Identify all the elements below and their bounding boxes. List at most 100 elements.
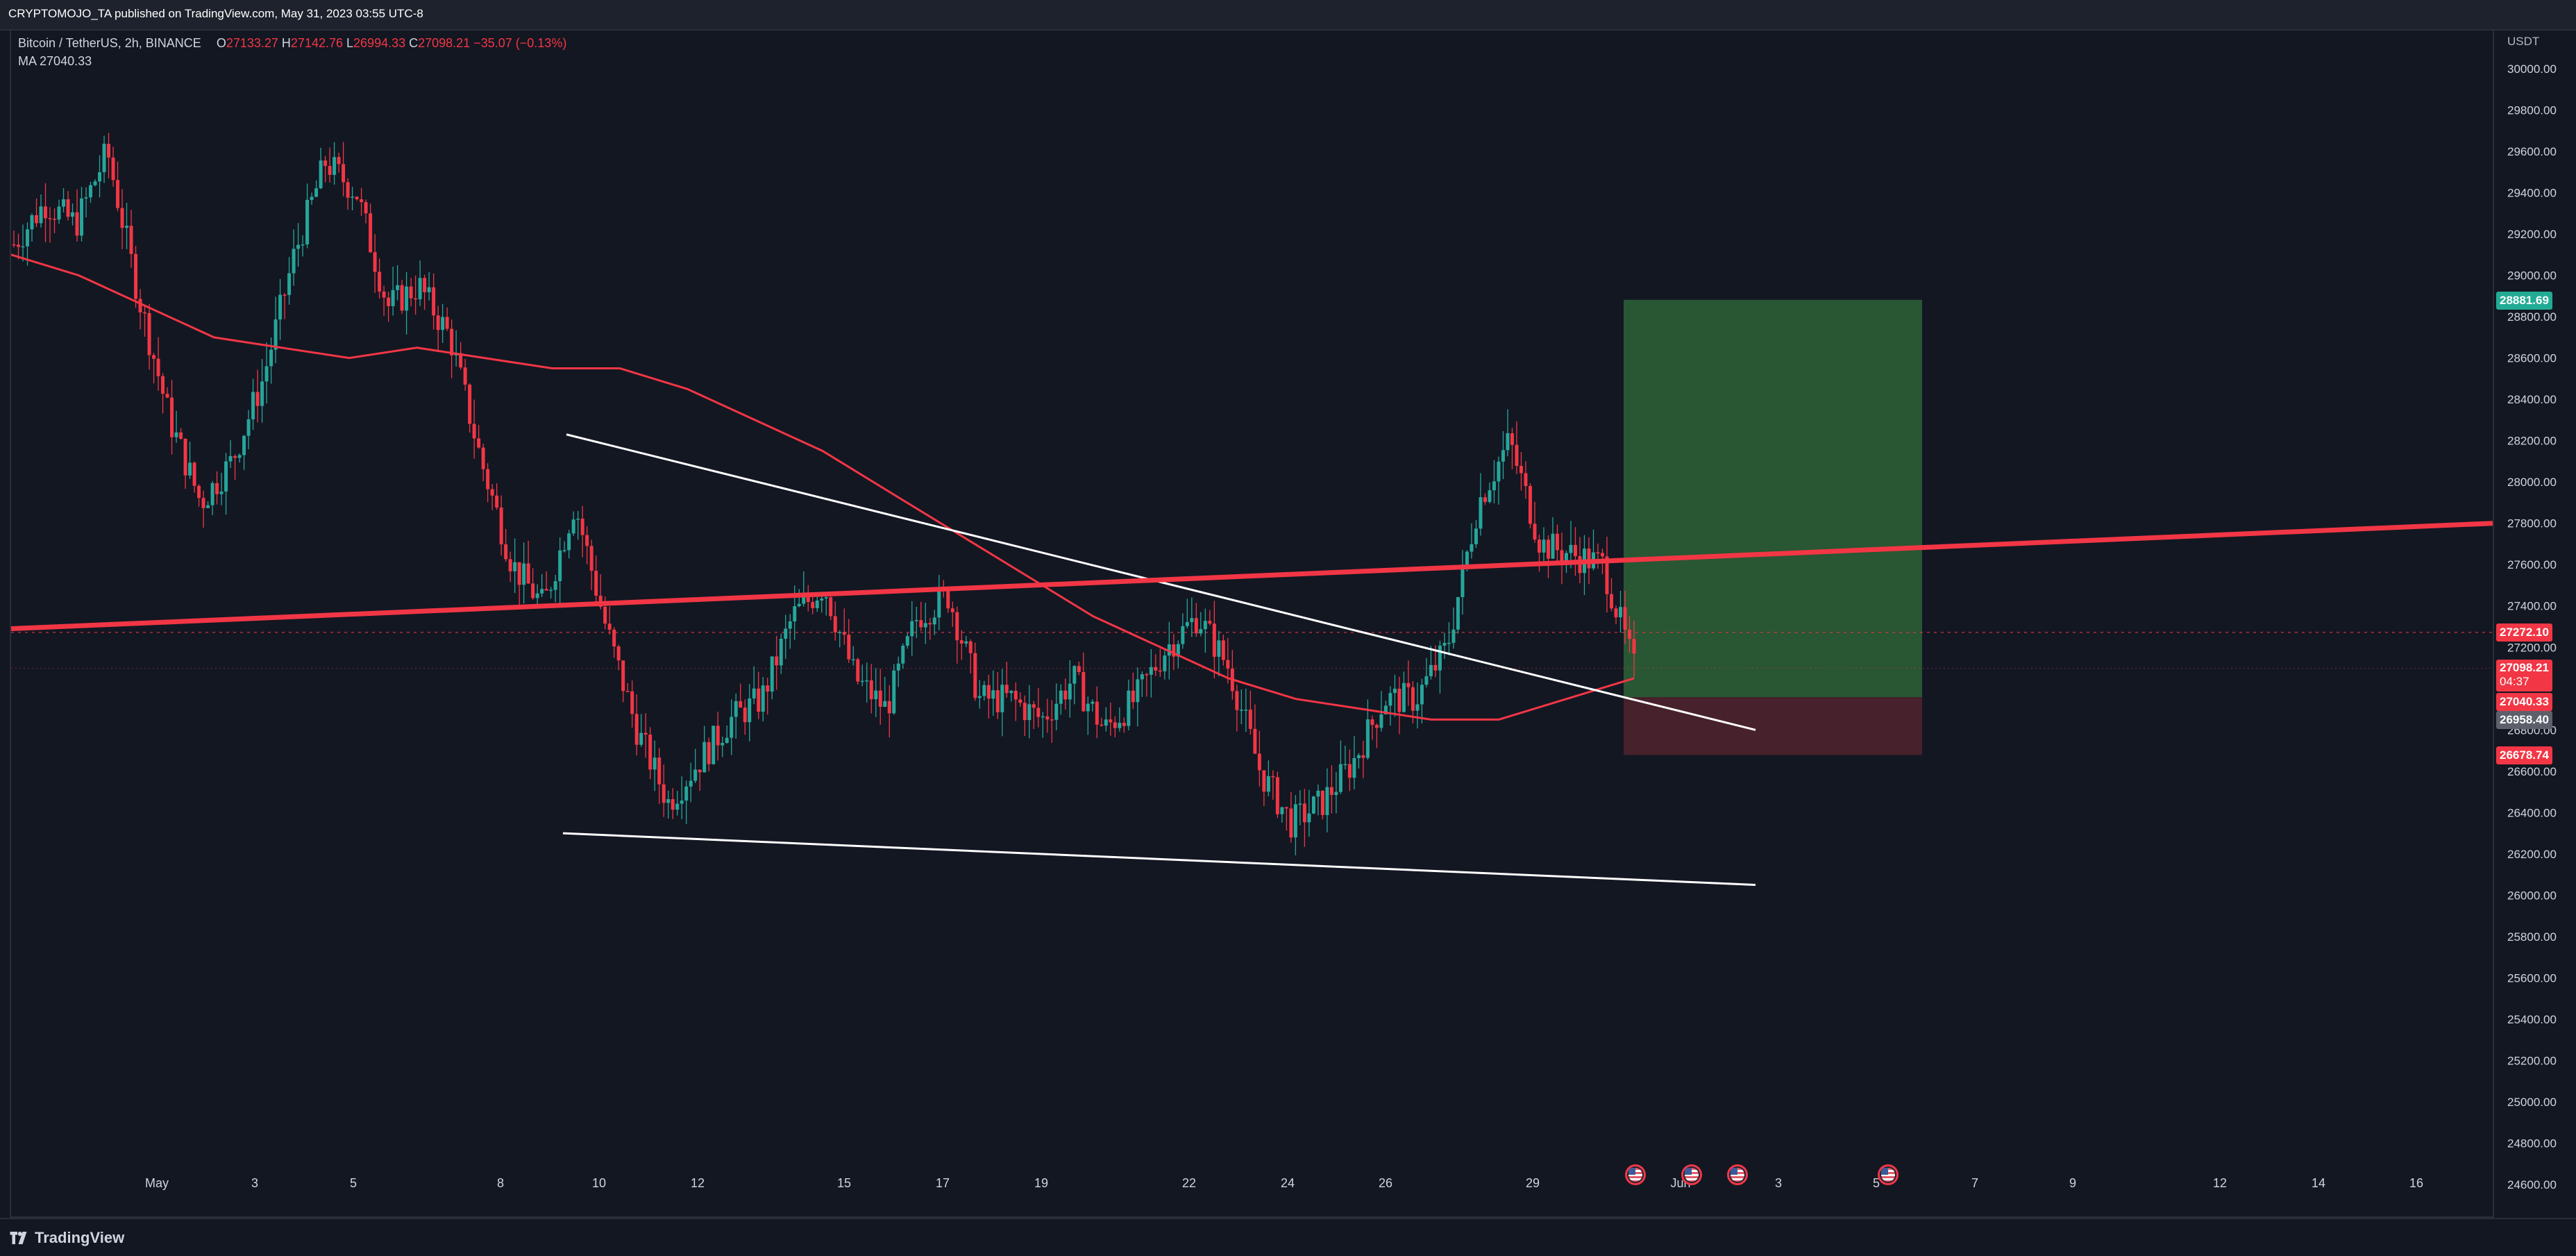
- candle-body: [689, 780, 693, 787]
- candle-body: [1320, 790, 1324, 815]
- candle-body: [1253, 728, 1257, 754]
- candle-body: [571, 519, 575, 534]
- candle-body: [743, 707, 747, 723]
- candle-body: [283, 294, 287, 296]
- candle-body: [391, 290, 395, 306]
- loss-zone: [1624, 697, 1922, 755]
- candle-body: [1244, 710, 1248, 711]
- candle-body: [459, 353, 463, 368]
- candle-body: [716, 726, 720, 746]
- candle-body: [355, 196, 359, 199]
- candle-body: [1392, 688, 1397, 694]
- candle-body: [490, 489, 494, 496]
- candle-body: [553, 581, 557, 590]
- candle-body: [84, 197, 88, 199]
- candle-body: [1492, 481, 1496, 491]
- ma-legend[interactable]: MA 27040.33: [18, 54, 92, 69]
- candle-body: [1013, 690, 1018, 700]
- candle-body: [450, 328, 454, 355]
- candle-body: [892, 670, 896, 714]
- candle-body: [901, 645, 905, 664]
- price-axis-label: 29600.00: [2507, 145, 2557, 158]
- candle-body: [161, 376, 165, 394]
- candle-body: [1411, 687, 1415, 711]
- candle-body: [643, 732, 648, 735]
- candle-body: [1361, 755, 1365, 758]
- time-axis-label: 12: [691, 1176, 705, 1190]
- price-axis-label: 27600.00: [2507, 558, 2557, 571]
- time-axis-label: 29: [1526, 1176, 1540, 1190]
- price-axis-label: 29200.00: [2507, 228, 2557, 241]
- candle-body: [441, 317, 445, 330]
- candle-body: [278, 294, 283, 320]
- candle-body: [373, 252, 377, 272]
- candle-body: [1356, 755, 1361, 758]
- price-axis-label: 29000.00: [2507, 269, 2557, 283]
- candle-body: [143, 312, 147, 314]
- candle-body: [1352, 757, 1356, 778]
- us-flag-event-icon[interactable]: [1625, 1164, 1646, 1185]
- candle-body: [946, 590, 950, 609]
- candle-body: [1609, 594, 1613, 609]
- chart-pane[interactable]: May 3 5 8 10 12 15 17 19 22 24 26 29 Jun 3 5 7 9 12 14 16: [10, 31, 2494, 1218]
- candle-body: [1077, 666, 1081, 672]
- candle-body: [544, 589, 548, 591]
- candle-body: [766, 685, 770, 692]
- candle-body: [1497, 461, 1501, 482]
- candle-body: [829, 597, 833, 617]
- candle-body: [387, 297, 391, 306]
- candle-body: [48, 218, 52, 219]
- candle-body: [1262, 770, 1266, 792]
- close-label: C: [409, 36, 419, 50]
- candle-body: [432, 287, 436, 316]
- candle-body: [233, 455, 237, 458]
- candle-body: [323, 160, 328, 166]
- candle-body: [1109, 719, 1113, 723]
- candle-body: [707, 742, 711, 764]
- tradingview-logo[interactable]: TradingView: [10, 1229, 124, 1247]
- us-flag-event-icon[interactable]: [1878, 1164, 1899, 1185]
- us-flag-event-icon[interactable]: [1727, 1164, 1748, 1185]
- symbol-legend[interactable]: Bitcoin / TetherUS, 2h, BINANCE O27133.2…: [18, 36, 566, 51]
- time-axis-label: 15: [837, 1176, 851, 1190]
- candle-body: [594, 571, 598, 596]
- candle-body: [1208, 621, 1212, 624]
- open-label: O: [216, 36, 226, 50]
- candle-body: [1032, 704, 1036, 708]
- candle-body: [251, 392, 255, 419]
- candle-body: [418, 278, 422, 299]
- candle-body: [260, 381, 264, 406]
- candle-body: [468, 384, 472, 424]
- price-axis-label: 28000.00: [2507, 476, 2557, 489]
- candle-body: [156, 358, 160, 376]
- candle-body: [1275, 777, 1279, 814]
- candle-body: [905, 636, 909, 646]
- candle-body: [66, 199, 70, 217]
- candle-body: [955, 612, 959, 641]
- price-chart[interactable]: May 3 5 8 10 12 15 17 19 22 24 26 29 Jun 3 5 7 9 12 14 16: [11, 31, 2493, 1216]
- candle-body: [1271, 776, 1275, 778]
- time-axis-label: 22: [1182, 1176, 1196, 1190]
- candle-body: [337, 157, 341, 165]
- close-value: 27098.21: [418, 36, 471, 50]
- candle-body: [914, 620, 918, 621]
- candle-body: [1235, 691, 1239, 710]
- candle-body: [549, 589, 553, 592]
- candle-body: [44, 206, 48, 219]
- us-flag-event-icon[interactable]: [1681, 1164, 1702, 1185]
- candle-body: [1515, 444, 1519, 466]
- candle-body: [919, 620, 923, 628]
- candle-body: [1343, 764, 1347, 765]
- candle-body: [400, 285, 404, 311]
- candle-body: [567, 533, 571, 551]
- candle-body: [210, 483, 214, 505]
- candle-body: [21, 246, 25, 248]
- candle-body: [296, 244, 301, 249]
- candle-body: [634, 714, 639, 745]
- candle-body: [1307, 813, 1311, 823]
- candle-body: [1528, 485, 1532, 524]
- candle-body: [562, 550, 566, 551]
- candle-body: [1163, 655, 1167, 671]
- candle-body: [779, 638, 783, 666]
- candle-body: [757, 688, 761, 712]
